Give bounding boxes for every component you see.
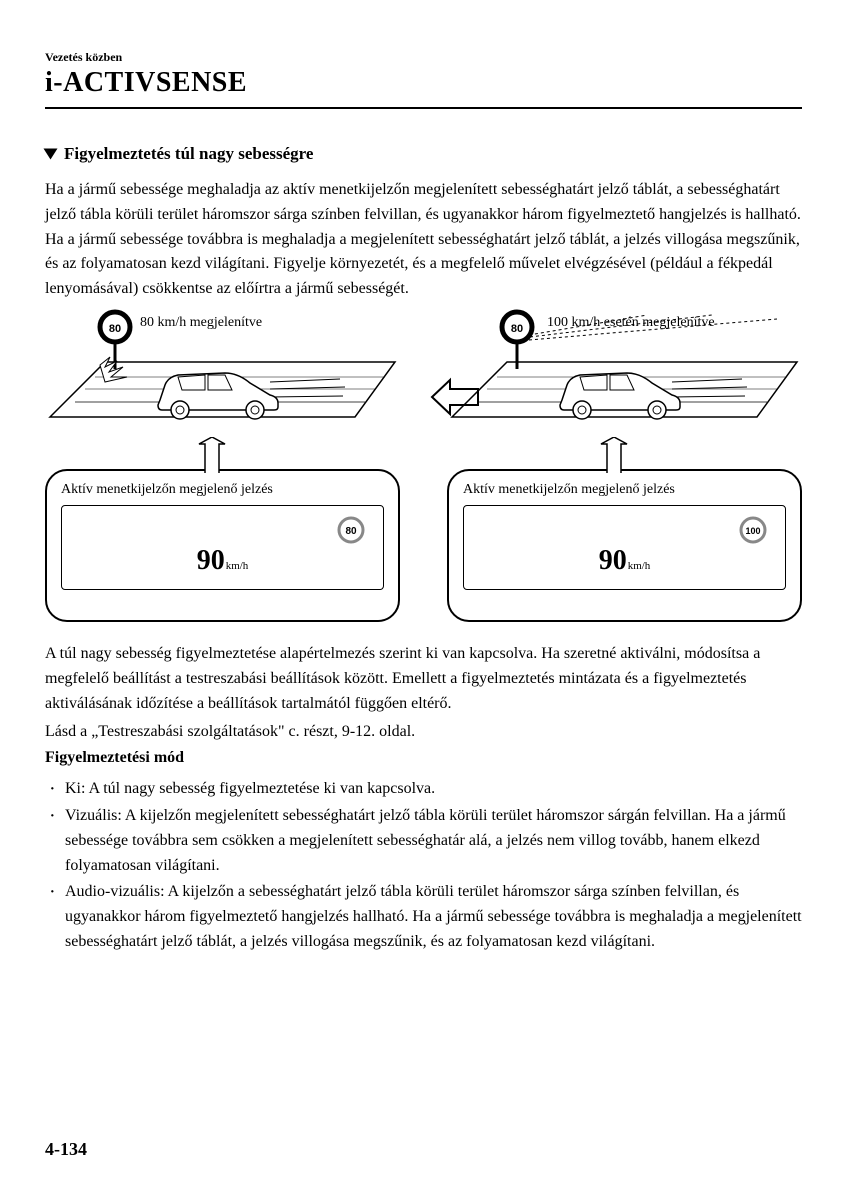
header-breadcrumb: Vezetés közben [45,50,802,65]
page-header: Vezetés közben i-ACTIVSENSE [45,50,802,109]
display-inner-left: 80 90km/h [61,505,384,590]
speed-number-left: 90 [197,545,225,576]
callout-pointer-left [187,437,237,473]
car-road-svg-left: 80 [45,307,400,447]
car-road-svg-right: 80 [447,307,802,447]
display-box-left: Aktív menetkijelzőn megjelenő jelzés 80 … [45,469,400,622]
speed-unit-left: km/h [226,560,249,572]
road-scene-right: 80 [447,307,802,437]
page-number: 4-134 [45,1139,87,1160]
road-scene-left: 80 [45,307,400,437]
display-sign-left: 80 [337,516,365,549]
header-title: i-ACTIVSENSE [45,67,802,99]
bullet-item: Vizuális: A kijelzőn megjelenített sebes… [57,804,802,878]
subsection-title: Figyelmeztetési mód [45,749,802,767]
speed-number-right: 90 [599,545,627,576]
section-title-text: Figyelmeztetés túl nagy sebességre [64,144,313,163]
sign-text-left: 80 [109,323,121,335]
paragraph-2: A túl nagy sebesség figyelmeztetése alap… [45,642,802,716]
display-sign-text-right: 100 [745,526,760,536]
sign-text-right: 80 [511,323,523,335]
diagram-container: 80 km/h megjelenítve 80 [45,307,802,622]
diagram-right: 100 km/h esetén megjelenítve 80 [447,307,802,622]
section-title: Figyelmeztetés túl nagy sebességre [45,144,802,164]
display-box-right: Aktív menetkijelzőn megjelenő jelzés 100… [447,469,802,622]
bullet-item: Audio-vizuális: A kijelzőn a sebességhat… [57,880,802,954]
display-label-right: Aktív menetkijelzőn megjelenő jelzés [463,481,786,499]
bullet-list: Ki: A túl nagy sebesség figyelmeztetése … [45,777,802,955]
bullet-item: Ki: A túl nagy sebesség figyelmeztetése … [57,777,802,802]
intro-paragraph: Ha a jármű sebessége meghaladja az aktív… [45,178,802,302]
speed-unit-right: km/h [628,560,651,572]
reference-line: Lásd a „Testreszabási szolgáltatások" c.… [45,720,802,745]
display-sign-right: 100 [739,516,767,549]
display-inner-right: 100 90km/h [463,505,786,590]
triangle-marker-icon [44,148,58,159]
speed-value-left: 90km/h [197,545,249,577]
speed-value-right: 90km/h [599,545,651,577]
display-label-left: Aktív menetkijelzőn megjelenő jelzés [61,481,384,499]
callout-pointer-right [589,437,639,473]
diagram-left: 80 km/h megjelenítve 80 [45,307,400,622]
display-sign-text-left: 80 [345,526,357,537]
